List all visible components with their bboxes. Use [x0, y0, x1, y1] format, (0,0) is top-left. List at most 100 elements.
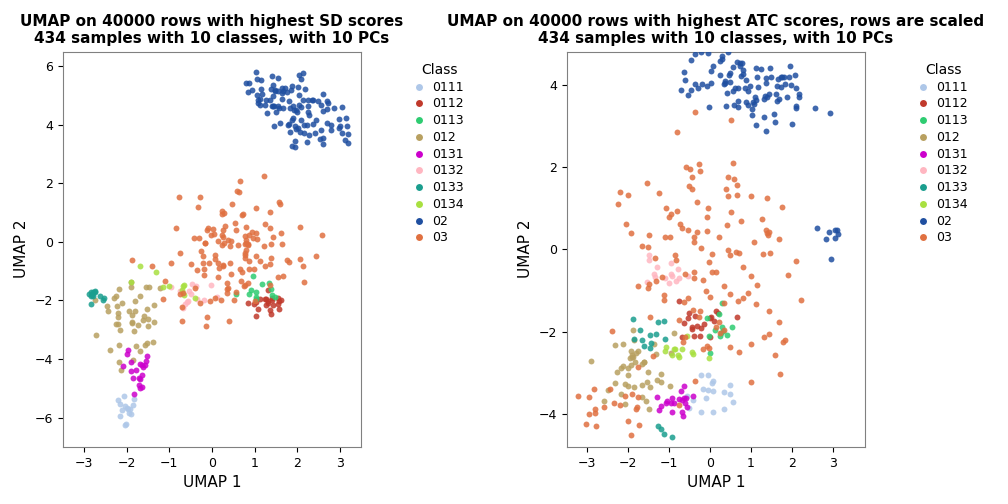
012	[617, 380, 633, 388]
012	[634, 393, 650, 401]
0132	[641, 256, 657, 264]
02	[717, 77, 733, 85]
02	[712, 57, 728, 65]
03	[761, 228, 777, 236]
02	[262, 96, 278, 104]
02	[734, 59, 750, 67]
03	[722, 290, 738, 298]
03	[281, 258, 297, 266]
0111	[112, 412, 128, 420]
0133	[652, 425, 668, 433]
02	[266, 122, 282, 130]
0112	[264, 294, 280, 302]
012	[609, 368, 625, 376]
03	[731, 348, 747, 356]
03	[193, 193, 209, 201]
03	[743, 192, 759, 200]
02	[304, 96, 321, 104]
02	[746, 100, 762, 108]
0133	[95, 295, 111, 303]
0131	[139, 352, 155, 360]
03	[203, 231, 219, 239]
03	[238, 246, 254, 254]
02	[271, 118, 287, 127]
0113	[715, 323, 731, 331]
03	[682, 165, 699, 173]
03	[263, 239, 279, 247]
03	[226, 296, 242, 304]
0132	[174, 304, 191, 312]
02	[268, 108, 284, 116]
03	[199, 226, 215, 234]
0133	[642, 331, 658, 339]
02	[295, 69, 311, 77]
03	[256, 172, 272, 180]
0113	[713, 329, 729, 337]
0133	[634, 336, 650, 344]
02	[332, 124, 348, 133]
0112	[258, 301, 274, 309]
02	[735, 66, 751, 74]
0131	[131, 384, 147, 392]
02	[680, 91, 697, 99]
02	[284, 114, 300, 122]
0133	[81, 290, 97, 298]
0134	[174, 282, 191, 290]
0132	[183, 290, 200, 298]
03	[220, 284, 236, 292]
03	[241, 257, 257, 265]
02	[313, 101, 330, 109]
03	[756, 333, 772, 341]
0111	[722, 390, 738, 398]
03	[162, 259, 178, 267]
02	[264, 102, 280, 110]
02	[252, 101, 268, 109]
02	[295, 121, 311, 129]
0134	[187, 294, 204, 302]
02	[788, 84, 804, 92]
Y-axis label: UMAP 2: UMAP 2	[518, 220, 533, 279]
0112	[263, 296, 279, 304]
0131	[659, 397, 675, 405]
0133	[92, 292, 108, 300]
02	[285, 102, 301, 110]
0111	[680, 404, 697, 412]
Title: UMAP on 40000 rows with highest ATC scores, rows are scaled
434 samples with 10 : UMAP on 40000 rows with highest ATC scor…	[448, 14, 985, 46]
0113	[700, 313, 716, 322]
02	[240, 88, 256, 96]
02	[337, 136, 353, 144]
0132	[646, 270, 662, 278]
0112	[248, 298, 264, 306]
0133	[626, 336, 642, 344]
03	[640, 243, 656, 251]
02	[730, 84, 746, 92]
0131	[137, 361, 153, 369]
02	[740, 31, 756, 39]
012	[125, 356, 141, 364]
02	[831, 229, 847, 237]
02	[290, 83, 306, 91]
02	[265, 102, 281, 110]
02	[280, 121, 296, 129]
03	[719, 220, 735, 228]
03	[240, 279, 256, 287]
03	[587, 409, 603, 417]
0111	[700, 371, 716, 379]
012	[110, 309, 126, 318]
03	[223, 241, 239, 249]
02	[788, 104, 804, 112]
0133	[85, 292, 101, 300]
03	[236, 282, 252, 290]
012	[634, 381, 650, 389]
0134	[674, 345, 690, 353]
0111	[679, 392, 696, 400]
02	[287, 106, 303, 114]
0131	[676, 382, 692, 390]
0113	[266, 293, 282, 301]
02	[298, 138, 314, 146]
03	[174, 289, 191, 297]
012	[126, 328, 142, 336]
012	[662, 349, 678, 357]
02	[673, 86, 689, 94]
0132	[670, 274, 686, 282]
